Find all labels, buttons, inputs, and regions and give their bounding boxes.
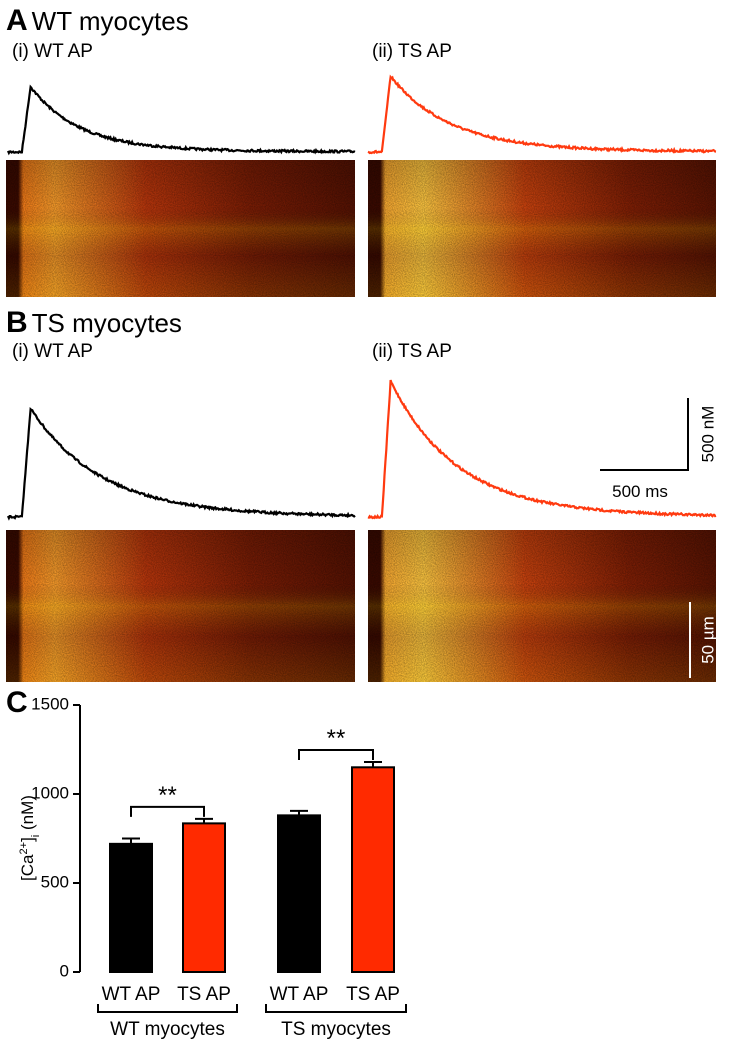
significance-label: ** [327, 725, 346, 752]
y-tick-label: 1500 [31, 694, 69, 713]
group-label: WT myocytes [110, 1019, 225, 1040]
y-axis-label-part: i [30, 835, 42, 837]
y-tick-label: 1000 [31, 783, 69, 802]
trace-label: (i) WT AP [12, 41, 93, 62]
panel-title: A WT myocytes [6, 4, 189, 37]
calcium-trace [367, 74, 717, 155]
panel-letter: B [6, 306, 28, 339]
calcium-trace [6, 84, 356, 156]
trace-label: (ii) TS AP [372, 341, 452, 362]
trace-label: (i) WT AP [12, 341, 93, 362]
y-axis-label-part: [Ca [18, 854, 37, 881]
linescan-noise [368, 160, 716, 297]
y-axis-label-part: (nM) [18, 795, 37, 835]
group-label: TS myocytes [281, 1019, 391, 1040]
panel-title: B TS myocytes [6, 306, 182, 339]
bar [109, 842, 153, 974]
bar [277, 814, 321, 973]
scale-label: 500 ms [612, 482, 668, 501]
significance-label: ** [158, 782, 177, 809]
linescan-noise [6, 160, 355, 297]
group-bracket [97, 1004, 238, 1013]
x-tick-label: TS AP [177, 984, 231, 1005]
significance-bracket [130, 805, 205, 817]
bar [182, 822, 226, 973]
calcium-trace [6, 407, 356, 521]
x-tick-label: WT AP [102, 984, 161, 1005]
panel-letter: A [6, 4, 28, 37]
linescan-noise [6, 530, 355, 682]
scale-label: 500 nM [698, 406, 717, 463]
x-tick-label: WT AP [270, 984, 329, 1005]
y-axis-label: [Ca2+]i (nM) [18, 795, 42, 881]
calcium-trace [367, 379, 717, 520]
panel-name: TS myocytes [32, 308, 182, 338]
panel-name: WT myocytes [32, 6, 189, 36]
y-tick-label: 0 [60, 961, 69, 980]
y-axis-label-part: ] [18, 837, 37, 842]
linescan-noise [368, 530, 716, 682]
group-bracket [265, 1004, 407, 1013]
panel-letter: C [6, 686, 28, 719]
x-tick-label: TS AP [346, 984, 400, 1005]
bar [351, 766, 395, 973]
y-tick-label: 500 [41, 872, 69, 891]
y-axis-label-part: 2+ [18, 842, 30, 855]
trace-label: (ii) TS AP [372, 41, 452, 62]
scale-label: 50 µm [698, 616, 717, 664]
significance-bracket [298, 748, 374, 760]
